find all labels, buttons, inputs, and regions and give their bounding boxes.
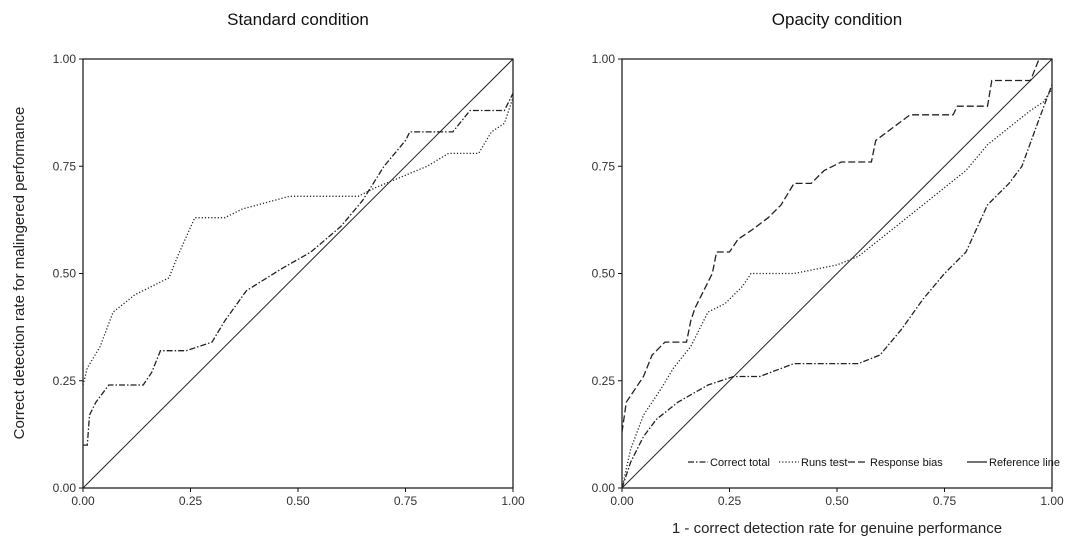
legend-item-response-bias: Response bias	[848, 457, 943, 469]
legend-label: Runs test	[801, 457, 847, 469]
series-line-runs-test	[621, 88, 1053, 489]
series-line-response-bias	[621, 58, 1052, 433]
plot-standard: 0.00 0.25 0.50 0.75 1.00 0.00 0.25 0.50 0.75 1.00	[53, 52, 525, 508]
y-tick-label: 0.50	[53, 267, 77, 281]
x-axis-label: 1 - correct detection rate for genuine p…	[672, 520, 1002, 537]
series-line-reference-line	[621, 58, 1053, 489]
plot-opacity: 0.00 0.25 0.50 0.75 1.00 0.00 0.25 0.50 0.75 1.00	[592, 52, 1064, 508]
series-line-reference-line	[82, 58, 514, 489]
legend-item-correct-total: Correct total	[688, 457, 770, 469]
y-tick-label: 0.25	[592, 374, 616, 388]
legend-label: Reference line	[989, 457, 1060, 469]
x-tick-label: 0.50	[825, 494, 849, 508]
y-tick-label: 0.50	[592, 267, 616, 281]
x-tick-label: 0.75	[394, 494, 418, 508]
x-tick-label: 0.00	[71, 494, 95, 508]
legend-item-runs-test: Runs test	[779, 457, 847, 469]
y-tick-label: 0.75	[53, 159, 77, 173]
series-line-runs-test	[82, 97, 514, 386]
x-tick-label: 0.25	[718, 494, 742, 508]
x-tick-label: 0.00	[610, 494, 634, 508]
y-tick-label: 0.00	[53, 481, 77, 495]
y-tick-label: 0.00	[592, 481, 616, 495]
chart-title-opacity: Opacity condition	[772, 10, 902, 29]
x-tick-label: 1.00	[1040, 494, 1064, 508]
y-tick-label: 1.00	[53, 52, 77, 66]
panel-opacity: Opacity condition 1 - correct detection …	[592, 10, 1064, 537]
y-tick-label: 0.25	[53, 374, 77, 388]
series-line-correct-total	[83, 93, 514, 446]
y-tick-label: 1.00	[592, 52, 616, 66]
legend-item-reference-line: Reference line	[967, 457, 1060, 469]
series-line-correct-total	[621, 84, 1053, 489]
legend-label: Correct total	[710, 457, 770, 469]
x-tick-label: 0.25	[179, 494, 203, 508]
y-axis-label: Correct detection rate for malingered pe…	[11, 107, 28, 440]
legend-label: Response bias	[870, 457, 943, 469]
chart-title-standard: Standard condition	[227, 10, 369, 29]
y-tick-label: 0.75	[592, 159, 616, 173]
x-tick-label: 1.00	[501, 494, 525, 508]
panel-standard: Standard condition Correct detection rat…	[11, 10, 525, 508]
legend: Correct total Runs test Response bias Refer…	[688, 457, 1060, 469]
x-tick-label: 0.75	[933, 494, 957, 508]
x-tick-label: 0.50	[286, 494, 310, 508]
